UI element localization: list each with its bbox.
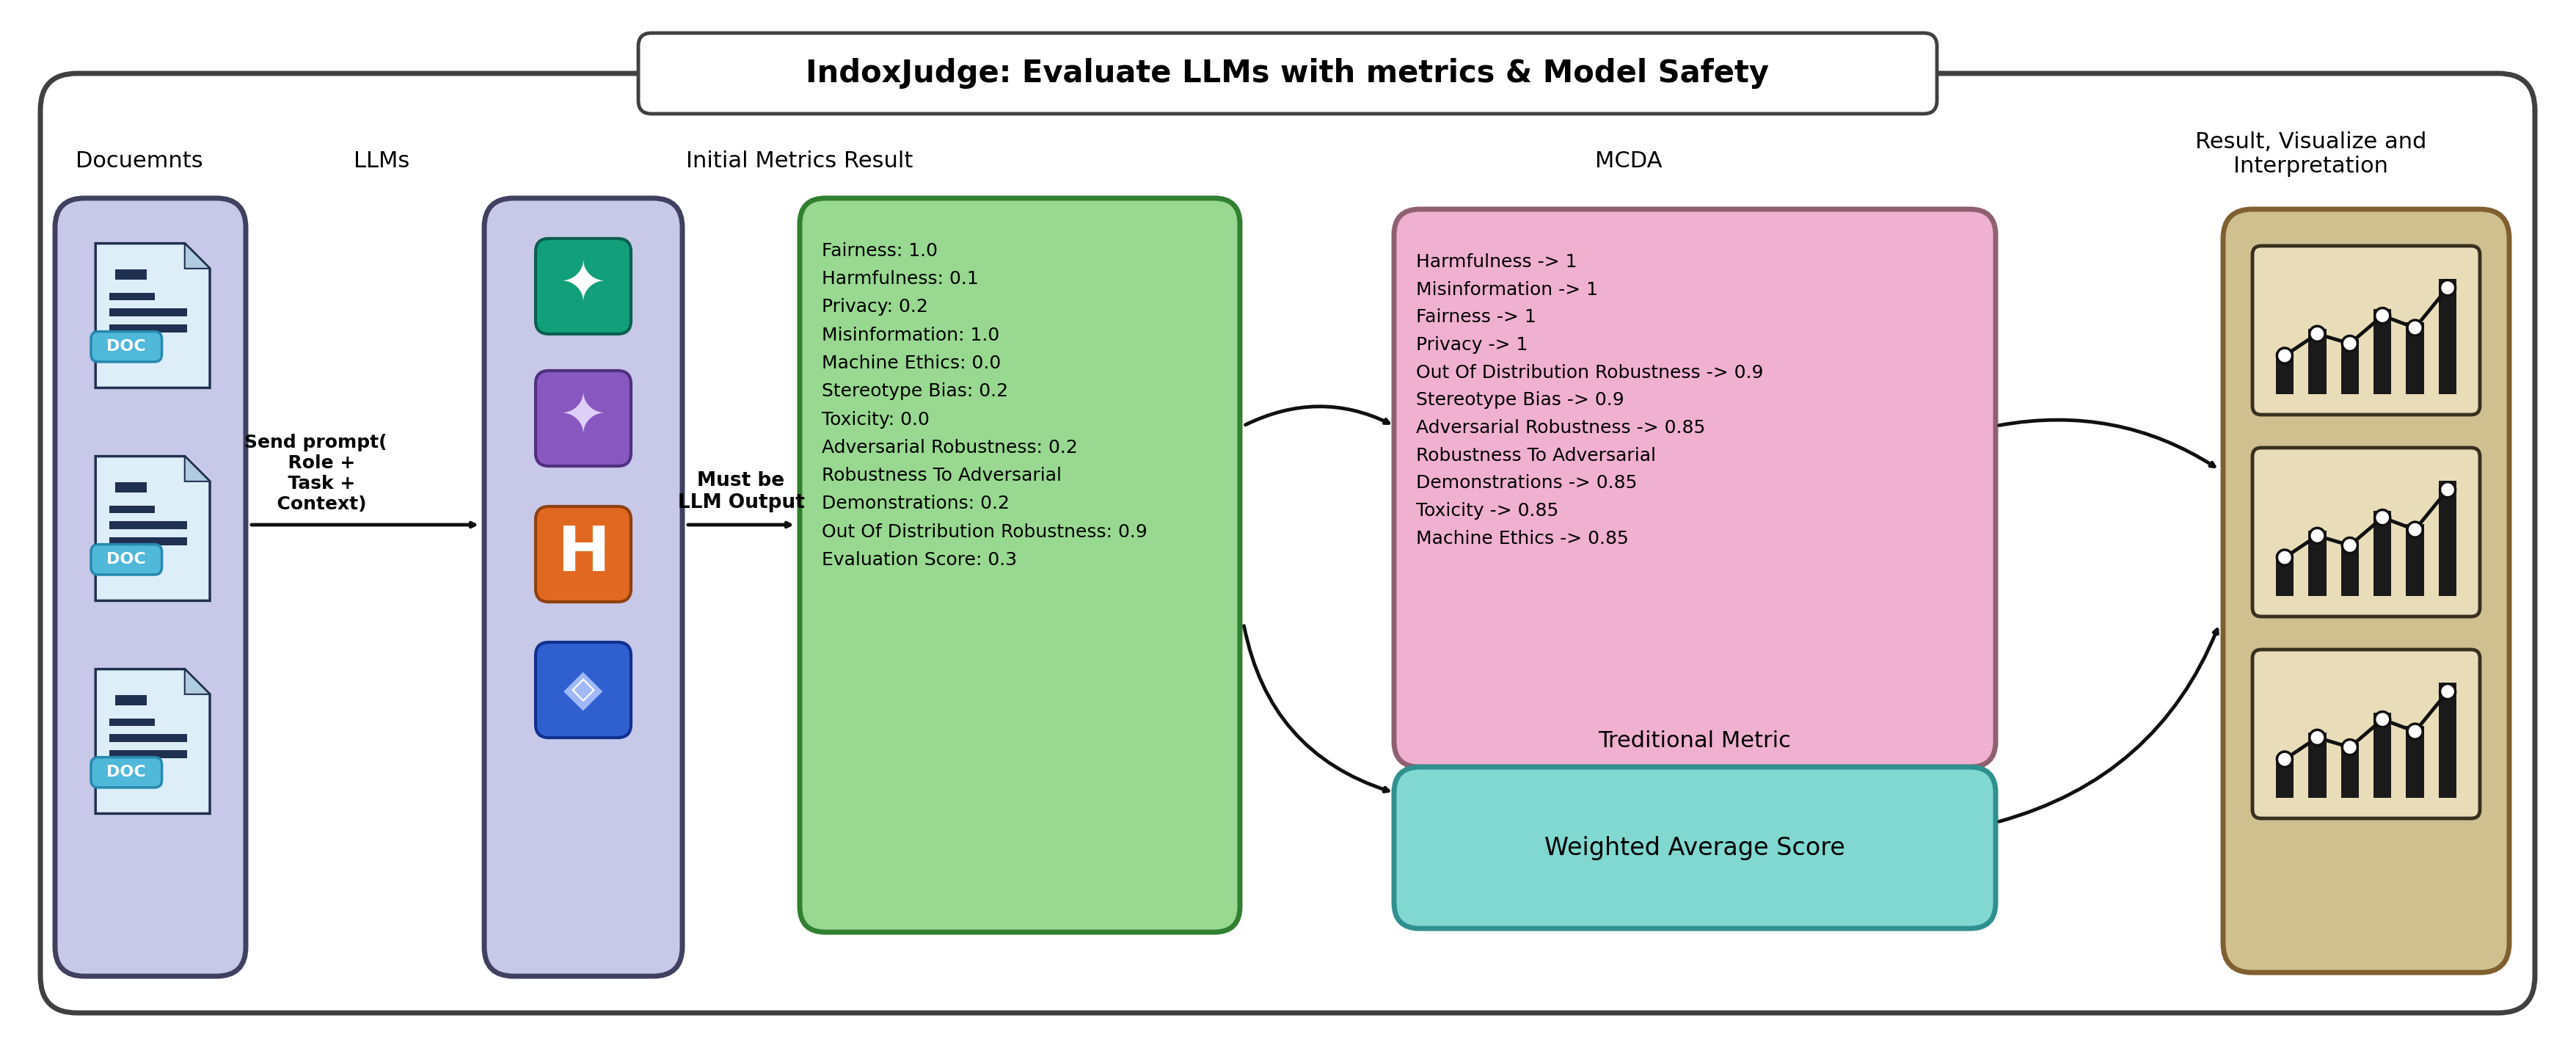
FancyBboxPatch shape bbox=[536, 370, 631, 466]
Text: MCDA: MCDA bbox=[1595, 151, 1662, 172]
FancyBboxPatch shape bbox=[536, 507, 631, 602]
Text: Send prompt(
  Role +
  Task +
  Context): Send prompt( Role + Task + Context) bbox=[245, 434, 386, 513]
Circle shape bbox=[2277, 752, 2293, 767]
Text: ✦: ✦ bbox=[559, 391, 605, 445]
Bar bbox=[2406, 726, 2424, 798]
Bar bbox=[116, 482, 147, 492]
Bar bbox=[2437, 278, 2455, 394]
Text: LLMs: LLMs bbox=[353, 151, 410, 172]
Text: Fairness: 1.0
Harmfulness: 0.1
Privacy: 0.2
Misinformation: 1.0
Machine Ethics: : Fairness: 1.0 Harmfulness: 0.1 Privacy: … bbox=[822, 242, 1146, 568]
Bar bbox=[108, 324, 188, 333]
FancyBboxPatch shape bbox=[90, 757, 162, 787]
Text: ◆: ◆ bbox=[564, 665, 603, 714]
Circle shape bbox=[2439, 684, 2455, 699]
FancyBboxPatch shape bbox=[54, 198, 245, 976]
Text: Result, Visualize and
Interpretation: Result, Visualize and Interpretation bbox=[2195, 131, 2427, 177]
Bar bbox=[108, 292, 155, 300]
Polygon shape bbox=[95, 243, 209, 388]
FancyBboxPatch shape bbox=[41, 73, 2535, 1013]
Bar bbox=[2437, 481, 2455, 597]
Text: ◇: ◇ bbox=[572, 675, 595, 705]
Bar bbox=[2372, 309, 2391, 394]
Bar bbox=[108, 537, 188, 545]
Circle shape bbox=[2342, 538, 2357, 553]
Polygon shape bbox=[185, 243, 209, 268]
Circle shape bbox=[2439, 281, 2455, 295]
Text: DOC: DOC bbox=[106, 766, 147, 780]
Text: DOC: DOC bbox=[106, 552, 147, 566]
Bar bbox=[108, 522, 188, 529]
Bar bbox=[116, 269, 147, 280]
FancyBboxPatch shape bbox=[2251, 246, 2478, 415]
Circle shape bbox=[2308, 730, 2324, 746]
FancyBboxPatch shape bbox=[2251, 447, 2478, 616]
Circle shape bbox=[2375, 510, 2391, 526]
Bar bbox=[2406, 322, 2424, 394]
Text: IndoxJudge: Evaluate LLMs with metrics & Model Safety: IndoxJudge: Evaluate LLMs with metrics &… bbox=[806, 58, 1770, 89]
Circle shape bbox=[2375, 711, 2391, 727]
Polygon shape bbox=[185, 670, 209, 695]
Text: Harmfulness -> 1
Misinformation -> 1
Fairness -> 1
Privacy -> 1
Out Of Distribut: Harmfulness -> 1 Misinformation -> 1 Fai… bbox=[1417, 253, 1762, 548]
Bar bbox=[2437, 682, 2455, 798]
Bar bbox=[108, 734, 188, 742]
Polygon shape bbox=[95, 456, 209, 601]
Circle shape bbox=[2439, 482, 2455, 498]
Bar bbox=[2308, 732, 2326, 798]
FancyBboxPatch shape bbox=[1394, 210, 1994, 767]
Text: H: H bbox=[556, 524, 611, 585]
FancyBboxPatch shape bbox=[2251, 650, 2478, 819]
Circle shape bbox=[2277, 550, 2293, 565]
Polygon shape bbox=[95, 670, 209, 814]
Circle shape bbox=[2406, 724, 2421, 739]
Bar bbox=[108, 750, 188, 758]
Bar bbox=[2339, 339, 2357, 394]
Circle shape bbox=[2406, 320, 2421, 336]
Bar bbox=[2308, 531, 2326, 597]
Bar bbox=[2308, 329, 2326, 394]
Bar bbox=[2339, 743, 2357, 798]
Polygon shape bbox=[185, 456, 209, 482]
Bar bbox=[2406, 524, 2424, 597]
Circle shape bbox=[2342, 739, 2357, 755]
Text: Must be
LLM Output: Must be LLM Output bbox=[677, 471, 804, 512]
Bar bbox=[2275, 353, 2293, 394]
Bar bbox=[2275, 756, 2293, 798]
Circle shape bbox=[2308, 528, 2324, 543]
Circle shape bbox=[2375, 308, 2391, 323]
Bar bbox=[108, 309, 188, 316]
Circle shape bbox=[2342, 336, 2357, 351]
FancyBboxPatch shape bbox=[536, 239, 631, 334]
FancyBboxPatch shape bbox=[484, 198, 683, 976]
Bar bbox=[2275, 554, 2293, 597]
Text: Initial Metrics Result: Initial Metrics Result bbox=[685, 151, 912, 172]
FancyBboxPatch shape bbox=[1394, 767, 1994, 928]
FancyBboxPatch shape bbox=[90, 332, 162, 362]
Text: ✦: ✦ bbox=[559, 259, 605, 313]
FancyBboxPatch shape bbox=[90, 544, 162, 575]
FancyBboxPatch shape bbox=[639, 33, 1937, 114]
Text: Docuemnts: Docuemnts bbox=[75, 151, 204, 172]
Bar bbox=[2339, 541, 2357, 597]
Circle shape bbox=[2406, 522, 2421, 537]
Bar bbox=[108, 506, 155, 513]
FancyBboxPatch shape bbox=[536, 642, 631, 737]
Bar bbox=[116, 695, 147, 705]
Bar bbox=[108, 719, 155, 726]
Text: Weighted Average Score: Weighted Average Score bbox=[1543, 835, 1844, 859]
Text: DOC: DOC bbox=[106, 339, 147, 354]
Circle shape bbox=[2308, 326, 2324, 342]
FancyBboxPatch shape bbox=[799, 198, 1239, 932]
Text: Treditional Metric: Treditional Metric bbox=[1597, 731, 1790, 752]
Circle shape bbox=[2277, 348, 2293, 363]
FancyBboxPatch shape bbox=[2223, 210, 2509, 972]
Bar bbox=[2372, 511, 2391, 597]
Bar bbox=[2372, 712, 2391, 798]
